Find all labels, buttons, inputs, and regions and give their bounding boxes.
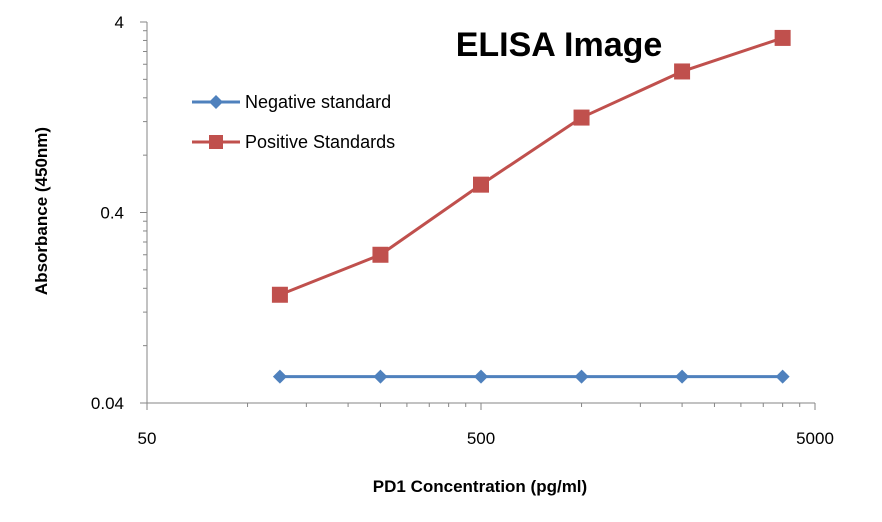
data-point-negative bbox=[574, 369, 589, 384]
y-tick-label: 0.4 bbox=[100, 204, 124, 223]
x-tick-label: 50 bbox=[138, 429, 157, 448]
data-point-negative bbox=[272, 369, 287, 384]
legend-label-positive: Positive Standards bbox=[245, 132, 395, 152]
data-point-positive bbox=[372, 246, 389, 263]
x-tick-label: 500 bbox=[467, 429, 495, 448]
series-line-positive bbox=[279, 36, 784, 297]
data-point-positive bbox=[271, 286, 288, 303]
plot-area: 4 0.4 0.04 50 500 5000 bbox=[91, 13, 834, 448]
data-point-positive bbox=[774, 29, 791, 46]
data-point-positive bbox=[674, 63, 691, 80]
legend: Negative standard Positive Standards bbox=[192, 92, 395, 152]
x-axis-ticks bbox=[146, 403, 816, 410]
data-point-negative bbox=[373, 369, 388, 384]
x-tick-label: 5000 bbox=[796, 429, 834, 448]
data-point-negative bbox=[474, 369, 488, 384]
x-axis-title: PD1 Concentration (pg/ml) bbox=[373, 477, 587, 496]
data-point-negative bbox=[775, 369, 790, 384]
y-axis-tick-labels: 4 0.4 0.04 bbox=[91, 13, 124, 413]
x-axis-tick-labels: 50 500 5000 bbox=[138, 429, 834, 448]
series-layer bbox=[271, 29, 791, 384]
legend-label-negative: Negative standard bbox=[245, 92, 391, 112]
data-point-positive bbox=[573, 109, 590, 126]
data-point-negative bbox=[675, 369, 690, 384]
legend-item-positive: Positive Standards bbox=[192, 132, 395, 152]
legend-marker-negative bbox=[209, 95, 223, 109]
legend-marker-positive bbox=[209, 135, 223, 149]
chart-title: ELISA Image bbox=[456, 26, 663, 64]
legend-item-negative: Negative standard bbox=[192, 92, 391, 112]
y-tick-label: 4 bbox=[115, 13, 124, 32]
y-axis-title: Absorbance (450nm) bbox=[32, 127, 51, 295]
y-axis-ticks bbox=[140, 21, 147, 404]
y-tick-label: 0.04 bbox=[91, 394, 124, 413]
data-point-positive bbox=[473, 176, 489, 193]
